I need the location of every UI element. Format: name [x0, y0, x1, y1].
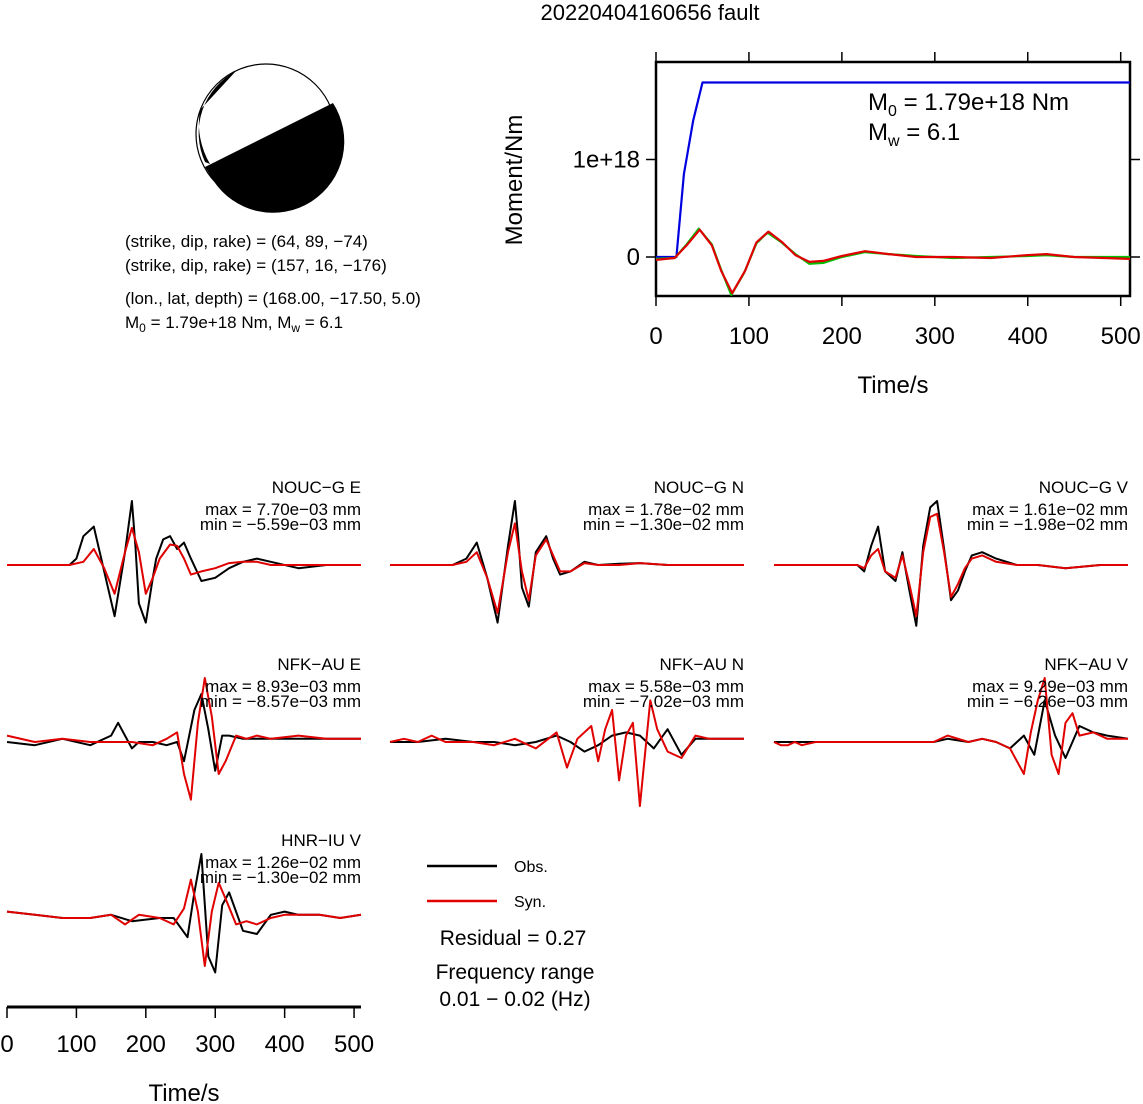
- waveform-station-label: NFK−AU E: [277, 655, 361, 674]
- waveform-xtick-label: 400: [265, 1031, 305, 1058]
- mechanism-moment: M0 = 1.79e+18 Nm, Mw = 6.1: [125, 313, 343, 335]
- waveform-xtick-label: 100: [56, 1031, 96, 1058]
- page-title: 20220404160656 fault: [541, 0, 760, 25]
- frequency-range-title: Frequency range: [436, 961, 595, 984]
- waveform-min-label: min = −1.30e−02 mm: [583, 515, 744, 534]
- waveform-max-label: max = 8.93e−03 mm: [205, 677, 361, 696]
- waveform-max-label: max = 1.78e−02 mm: [588, 500, 744, 519]
- moment-chart-frame: [654, 60, 1132, 298]
- waveform-obs-trace: [6, 693, 361, 772]
- moment-annotation-mw: Mw = 6.1: [868, 119, 960, 150]
- waveform-min-label: min = −7.02e−03 mm: [583, 692, 744, 711]
- beachball-compression-quadrant: [205, 103, 345, 213]
- waveform-max-label: max = 7.70e−03 mm: [205, 500, 361, 519]
- waveform-syn-trace: [7, 526, 361, 595]
- waveform-min-label: min = −5.59e−03 mm: [200, 515, 361, 534]
- waveform-station-label: NFK−AU V: [1044, 655, 1128, 674]
- legend-syn-label: Syn.: [514, 894, 546, 911]
- waveform-syn-trace: [6, 677, 361, 801]
- waveform-xtick-label: 300: [195, 1031, 235, 1058]
- moment-ylabel: Moment/Nm: [501, 115, 528, 246]
- waveform-max-label: max = 1.61e−02 mm: [972, 500, 1128, 519]
- moment-rate-chart: 0 1e+18 0 100 200 300 400 500 Moment/Nm Time/s…: [501, 52, 1141, 399]
- moment-series-stf-red: [655, 228, 1131, 295]
- waveform-min-label: min = −1.30e−02 mm: [200, 868, 361, 887]
- moment-xtick-label: 200: [822, 323, 862, 350]
- legend-obs-label: Obs.: [514, 859, 548, 876]
- mechanism-location: (lon., lat, depth) = (168.00, −17.50, 5.…: [125, 289, 421, 308]
- waveform-min-label: min = −8.57e−03 mm: [200, 692, 361, 711]
- waveform-min-label: min = −6.26e−03 mm: [967, 692, 1128, 711]
- moment-xtick-label: 500: [1101, 323, 1141, 350]
- moment-ytick-label: 1e+18: [573, 147, 640, 174]
- legend: Obs. Syn. Residual = 0.27 Frequency rang…: [427, 859, 594, 1011]
- waveform-xtick-label: 200: [126, 1031, 166, 1058]
- residual-text: Residual = 0.27: [440, 927, 587, 950]
- waveform-syn-trace: [6, 878, 362, 967]
- waveform-xtick-label: 500: [334, 1031, 374, 1058]
- waveform-x-axis: 0 100 200 300 400 500 Time/s: [0, 1005, 374, 1104]
- waveform-max-label: max = 9.29e−03 mm: [972, 677, 1128, 696]
- moment-xtick-label: 300: [915, 323, 955, 350]
- waveform-station-label: NOUC−G V: [1039, 478, 1129, 497]
- waveform-obs-trace: [7, 500, 361, 624]
- waveform-max-label: max = 5.58e−03 mm: [588, 677, 744, 696]
- focal-mechanism-beachball: [195, 63, 345, 213]
- waveform-xtick-label: 0: [0, 1031, 13, 1058]
- moment-xtick-label: 0: [649, 323, 662, 350]
- waveform-xlabel: Time/s: [148, 1080, 219, 1104]
- waveform-syn-trace: [389, 699, 744, 807]
- mechanism-plane2: (strike, dip, rake) = (157, 16, −176): [125, 256, 387, 275]
- moment-ytick-label: 0: [627, 244, 640, 271]
- waveform-station-label: HNR−IU V: [281, 831, 361, 850]
- waveform-station-label: NOUC−G N: [654, 478, 744, 497]
- waveform-min-label: min = −1.98e−02 mm: [967, 515, 1128, 534]
- waveform-syn-trace: [773, 677, 1128, 775]
- mechanism-plane1: (strike, dip, rake) = (64, 89, −74): [125, 232, 368, 251]
- waveform-station-label: NFK−AU N: [659, 655, 744, 674]
- moment-xlabel: Time/s: [857, 372, 928, 399]
- moment-xtick-label: 100: [729, 323, 769, 350]
- moment-annotation-m0: M0 = 1.79e+18 Nm: [868, 89, 1069, 120]
- moment-xtick-label: 400: [1008, 323, 1048, 350]
- beachball-compression-edge: [198, 71, 236, 164]
- waveform-station-label: NOUC−G E: [272, 478, 361, 497]
- waveform-syn-trace: [390, 522, 744, 614]
- waveform-max-label: max = 1.26e−02 mm: [205, 853, 361, 872]
- waveform-syn-trace: [774, 512, 1128, 618]
- frequency-range-value: 0.01 − 0.02 (Hz): [439, 988, 590, 1011]
